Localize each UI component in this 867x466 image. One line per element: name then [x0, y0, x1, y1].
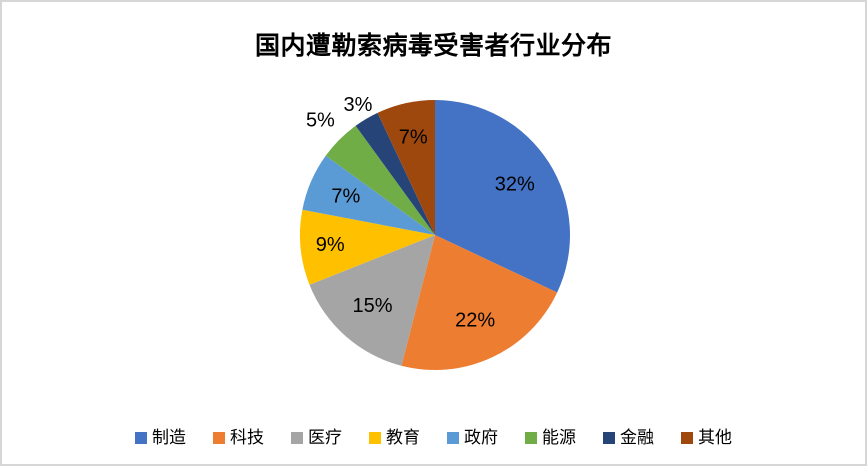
pie-data-label-制造: 32%: [495, 173, 535, 195]
legend-swatch-icon: [603, 431, 615, 444]
legend-swatch-icon: [369, 431, 381, 444]
pie-slice-政府: [302, 155, 435, 235]
legend-label: 金融: [620, 428, 654, 447]
legend-label: 其他: [698, 428, 732, 447]
pie-data-label-政府: 7%: [331, 185, 360, 207]
legend-swatch-icon: [447, 431, 459, 444]
pie-data-label-能源: 5%: [306, 109, 335, 131]
pie-slices-group: [299, 100, 570, 371]
pie-slice-其他: [377, 100, 435, 235]
pie-slice-科技: [401, 235, 558, 371]
legend-item-医疗: 医疗: [291, 429, 342, 446]
legend-swatch-icon: [291, 431, 303, 444]
pie-data-label-科技: 22%: [455, 310, 495, 332]
legend-label: 政府: [464, 428, 498, 447]
pie-slice-教育: [299, 209, 435, 285]
legend-item-政府: 政府: [447, 429, 498, 446]
legend-item-能源: 能源: [525, 429, 576, 446]
legend-label: 制造: [152, 428, 186, 447]
pie-slice-能源: [325, 125, 435, 235]
pie-slice-医疗: [309, 235, 435, 366]
pie-slice-金融: [355, 112, 435, 235]
pie-data-label-金融: 3%: [344, 94, 373, 116]
chart-title: 国内遭勒索病毒受害者行业分布: [254, 32, 612, 60]
legend-label: 科技: [230, 428, 264, 447]
legend-item-制造: 制造: [135, 429, 186, 446]
chart-legend: 制造 科技 医疗 教育 政府 能源 金融 其他: [2, 429, 865, 446]
legend-label: 医疗: [308, 428, 342, 447]
legend-label: 教育: [386, 428, 420, 447]
legend-label: 能源: [542, 428, 576, 447]
legend-item-其他: 其他: [681, 429, 732, 446]
pie-slice-制造: [435, 100, 570, 293]
pie-data-label-教育: 9%: [316, 234, 345, 256]
pie-data-label-其他: 7%: [399, 127, 428, 149]
legend-swatch-icon: [135, 431, 147, 444]
legend-item-金融: 金融: [603, 429, 654, 446]
legend-item-教育: 教育: [369, 429, 420, 446]
pie-labels-group: 32% 22% 15% 9% 7% 5% 3% 7%: [306, 94, 535, 332]
legend-swatch-icon: [681, 431, 693, 444]
legend-swatch-icon: [213, 431, 225, 444]
legend-item-科技: 科技: [213, 429, 264, 446]
legend-swatch-icon: [525, 431, 537, 444]
pie-data-label-医疗: 15%: [352, 295, 392, 317]
